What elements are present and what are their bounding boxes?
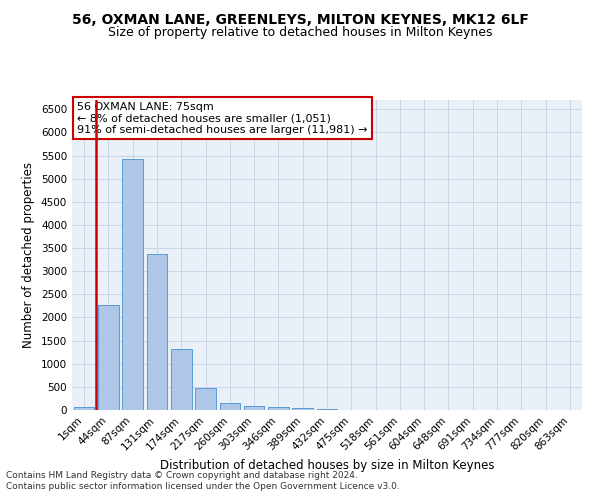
Bar bbox=[74, 406, 94, 410]
X-axis label: Distribution of detached houses by size in Milton Keynes: Distribution of detached houses by size … bbox=[160, 458, 494, 471]
Y-axis label: Number of detached properties: Number of detached properties bbox=[22, 162, 35, 348]
Bar bbox=[244, 406, 265, 410]
Bar bbox=[98, 304, 119, 410]
Text: Contains HM Land Registry data © Crown copyright and database right 2024.: Contains HM Land Registry data © Crown c… bbox=[6, 471, 358, 480]
Text: 56, OXMAN LANE, GREENLEYS, MILTON KEYNES, MK12 6LF: 56, OXMAN LANE, GREENLEYS, MILTON KEYNES… bbox=[71, 12, 529, 26]
Bar bbox=[171, 350, 191, 410]
Bar bbox=[220, 402, 240, 410]
Bar bbox=[146, 254, 167, 410]
Text: Size of property relative to detached houses in Milton Keynes: Size of property relative to detached ho… bbox=[108, 26, 492, 39]
Text: Contains public sector information licensed under the Open Government Licence v3: Contains public sector information licen… bbox=[6, 482, 400, 491]
Bar bbox=[317, 409, 337, 410]
Bar bbox=[292, 408, 313, 410]
Bar bbox=[195, 388, 216, 410]
Bar bbox=[268, 408, 289, 410]
Bar bbox=[122, 159, 143, 410]
Text: 56 OXMAN LANE: 75sqm
← 8% of detached houses are smaller (1,051)
91% of semi-det: 56 OXMAN LANE: 75sqm ← 8% of detached ho… bbox=[77, 102, 368, 134]
